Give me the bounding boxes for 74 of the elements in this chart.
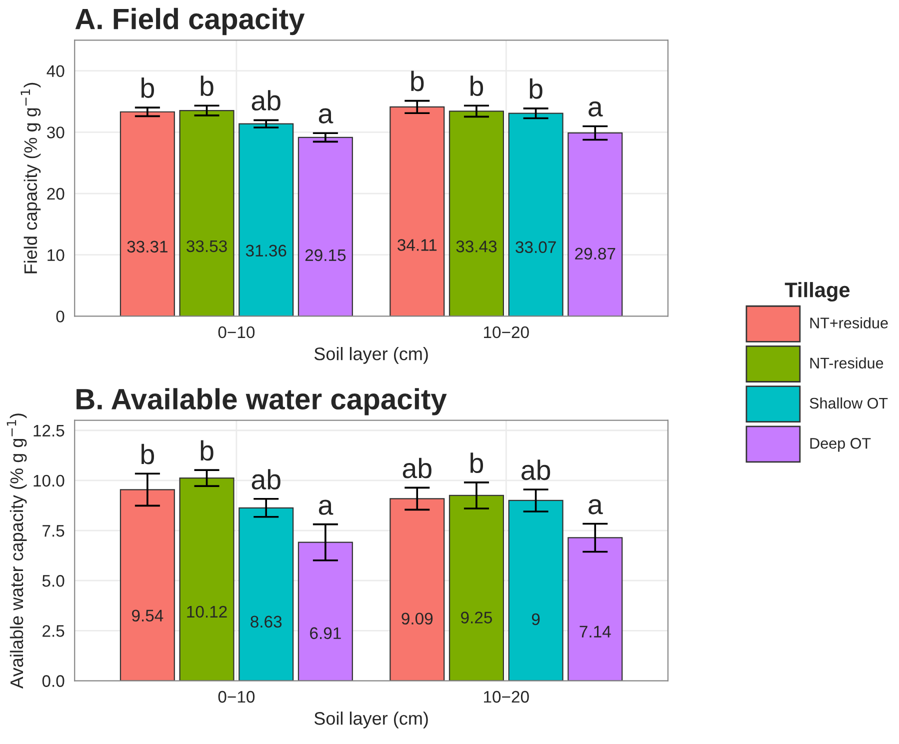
y-axis-title: Field capacity (% g g$^{−1}$)	[20, 82, 41, 274]
data-label: 9	[532, 613, 540, 626]
legend-label: NT+residue	[810, 317, 888, 328]
chart-title: A. Field capacity	[75, 8, 305, 36]
y-axis-title: Available water capacity (% g g$^{−1}$)	[6, 414, 27, 689]
y-tick-label: 10	[48, 249, 64, 262]
data-label: 9.54	[132, 610, 164, 622]
annotation: a	[318, 500, 334, 515]
bar	[120, 111, 175, 316]
x-tick-label: 10−20	[484, 326, 529, 338]
annotation: a	[318, 108, 334, 124]
annotation: ab	[402, 458, 432, 478]
annotation: b	[142, 78, 154, 98]
bar	[508, 500, 564, 681]
x-tick-label: 10−20	[484, 690, 529, 703]
annotation: a	[588, 101, 603, 117]
data-label: 29.87	[575, 248, 616, 260]
annotation: b	[200, 440, 214, 461]
data-label: 33.43	[456, 240, 497, 252]
data-label: 34.11	[398, 239, 437, 251]
data-label: 8.63	[250, 616, 282, 628]
data-label: 31.36	[246, 244, 286, 257]
bar	[179, 477, 234, 681]
y-tick-label: 10.0	[34, 474, 64, 487]
data-label: 33.53	[186, 240, 227, 252]
annotation: ab	[252, 90, 280, 111]
bar	[390, 106, 445, 316]
bar	[179, 110, 234, 316]
data-label: 9.09	[402, 612, 433, 625]
y-tick-label: 20	[47, 188, 64, 200]
annotation: a	[588, 499, 603, 514]
legend-label: Shallow OT	[810, 397, 888, 409]
bar	[298, 542, 353, 681]
bar	[508, 112, 564, 316]
y-tick-label: 5.0	[42, 575, 64, 587]
bar	[448, 494, 504, 681]
annotation: b	[530, 78, 542, 99]
y-tick-label: 0	[56, 310, 64, 322]
data-label: 9.25	[461, 612, 492, 624]
y-tick-label: 40	[46, 65, 64, 78]
annotation: b	[470, 452, 484, 474]
legend-label: Deep OT	[810, 438, 871, 452]
annotation: b	[142, 444, 154, 464]
data-label: 33.31	[127, 240, 168, 253]
bar	[448, 110, 504, 316]
x-axis-title: Soil layer (cm)	[314, 347, 428, 364]
y-tick-label: 0.0	[42, 675, 64, 687]
data-label: 33.07	[516, 241, 556, 254]
x-axis-title: Soil layer (cm)	[314, 712, 428, 728]
bar	[568, 537, 623, 681]
bar	[390, 498, 445, 681]
bar	[298, 136, 353, 316]
x-tick-label: 0−10	[218, 326, 255, 338]
x-tick-label: 0−10	[218, 690, 255, 703]
data-label: 6.91	[310, 627, 341, 640]
y-tick-label: 7.5	[42, 525, 64, 537]
bar	[238, 507, 294, 681]
annotation: b	[470, 76, 484, 96]
y-tick-label: 12.5	[34, 424, 64, 437]
legend-title: Tillage	[784, 282, 850, 302]
bar	[568, 132, 623, 316]
annotation: b	[200, 76, 214, 96]
data-label: 7.14	[580, 626, 611, 638]
annotation: ab	[252, 469, 280, 490]
legend-label: NT-residue	[810, 357, 884, 369]
bar	[238, 123, 294, 316]
bar	[120, 489, 175, 681]
annotation: b	[411, 70, 424, 92]
chart-title: B. Available water capacity	[76, 388, 447, 416]
annotation: ab	[522, 460, 550, 480]
data-label: 10.12	[187, 606, 227, 618]
y-tick-label: 2.5	[42, 625, 64, 637]
data-label: 29.15	[305, 249, 346, 262]
y-tick-label: 30	[46, 126, 64, 138]
